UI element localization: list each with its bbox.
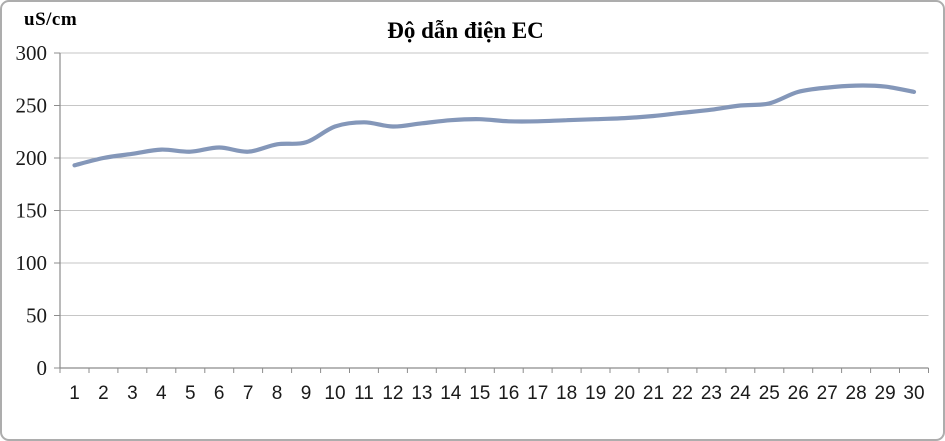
x-tick-label-17: 17 [527, 383, 548, 404]
x-tick-label-21: 21 [643, 383, 664, 404]
x-tick-label-7: 7 [243, 383, 254, 404]
x-tick-label-15: 15 [469, 383, 490, 404]
x-tick-label-28: 28 [846, 383, 867, 404]
gridlines [60, 52, 929, 316]
x-tick-label-3: 3 [127, 383, 138, 404]
y-tick-label-50: 50 [26, 304, 47, 328]
y-tick-label-200: 200 [16, 146, 48, 170]
x-tick-label-24: 24 [730, 383, 752, 404]
ec-series-line [72, 83, 917, 168]
x-tick-label-20: 20 [614, 383, 635, 404]
x-tick-label-27: 27 [817, 383, 838, 404]
x-tick-label-16: 16 [498, 383, 519, 404]
x-tick-label-18: 18 [556, 383, 577, 404]
x-axis-tick-labels: 1 2 3 4 5 6 7 8 9 10 11 12 13 14 15 16 17 18 19 20 21 22 23 24 2… [59, 368, 929, 404]
y-tick-label-300: 300 [16, 41, 48, 65]
y-tick-label-150: 150 [16, 199, 48, 223]
y-tick-label-100: 100 [16, 251, 48, 275]
x-tick-label-12: 12 [382, 383, 403, 404]
x-tick-label-9: 9 [301, 383, 312, 404]
chart-title: Độ dẫn điện EC [387, 18, 544, 43]
x-tick-label-14: 14 [440, 383, 462, 404]
y-tick-label-0: 0 [37, 356, 48, 380]
x-tick-label-5: 5 [185, 383, 196, 404]
y-axis-tick-labels: 0 50 100 150 200 250 300 [16, 41, 60, 380]
x-tick-label-19: 19 [585, 383, 606, 404]
x-tick-label-29: 29 [875, 383, 896, 404]
x-tick-label-22: 22 [672, 383, 693, 404]
x-tick-label-2: 2 [98, 383, 109, 404]
x-tick-label-4: 4 [156, 383, 167, 404]
x-tick-label-1: 1 [69, 383, 80, 404]
x-tick-label-30: 30 [903, 383, 924, 404]
x-tick-label-26: 26 [788, 383, 809, 404]
x-tick-label-13: 13 [411, 383, 432, 404]
x-tick-label-8: 8 [272, 383, 283, 404]
x-tick-label-11: 11 [354, 383, 374, 404]
x-tick-label-23: 23 [701, 383, 722, 404]
y-tick-label-250: 250 [16, 94, 48, 118]
x-tick-label-10: 10 [324, 383, 345, 404]
y-axis-unit-label: uS/cm [24, 9, 78, 30]
x-tick-label-25: 25 [759, 383, 780, 404]
x-tick-label-6: 6 [214, 383, 225, 404]
